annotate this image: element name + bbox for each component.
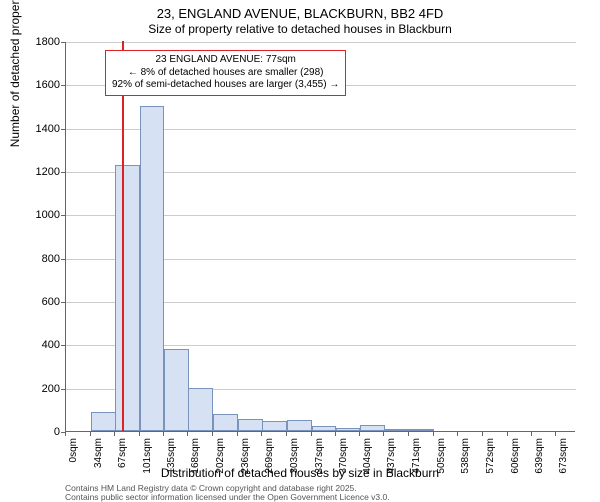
y-tick-mark [61,259,65,260]
y-tick-label: 1600 [10,79,60,91]
x-tick-mark [90,432,91,436]
y-tick-label: 600 [10,296,60,308]
histogram-bar [140,106,165,431]
x-tick-mark [311,432,312,436]
histogram-bar [384,429,409,431]
y-tick-label: 200 [10,383,60,395]
x-tick-mark [482,432,483,436]
chart-title-sub: Size of property relative to detached ho… [0,22,600,36]
chart-title-main: 23, ENGLAND AVENUE, BLACKBURN, BB2 4FD [0,6,600,21]
x-tick-mark [114,432,115,436]
y-tick-mark [61,42,65,43]
x-tick-mark [261,432,262,436]
y-tick-mark [61,302,65,303]
chart-container: 23, ENGLAND AVENUE, BLACKBURN, BB2 4FD S… [0,0,600,500]
histogram-bar [262,421,287,431]
histogram-bar [312,426,337,431]
x-tick-mark [212,432,213,436]
x-tick-mark [65,432,66,436]
x-tick-mark [531,432,532,436]
y-tick-mark [61,389,65,390]
x-tick-mark [335,432,336,436]
x-tick-mark [383,432,384,436]
y-tick-label: 800 [10,253,60,265]
y-tick-label: 1800 [10,36,60,48]
annotation-line-2: ← 8% of detached houses are smaller (298… [112,67,339,80]
histogram-bar [164,349,189,431]
x-tick-mark [237,432,238,436]
annotation-line-1: 23 ENGLAND AVENUE: 77sqm [112,54,339,67]
x-tick-mark [408,432,409,436]
gridline [66,42,576,43]
y-tick-label: 0 [10,426,60,438]
property-marker-line [122,41,124,431]
x-tick-mark [433,432,434,436]
y-tick-label: 1000 [10,209,60,221]
x-tick-mark [163,432,164,436]
y-tick-mark [61,85,65,86]
x-tick-mark [555,432,556,436]
histogram-bar [188,388,213,431]
annotation-box: 23 ENGLAND AVENUE: 77sqm ← 8% of detache… [105,50,346,96]
y-tick-mark [61,172,65,173]
y-tick-mark [61,129,65,130]
histogram-bar [213,414,238,431]
x-tick-mark [507,432,508,436]
x-axis-label: Distribution of detached houses by size … [0,466,600,480]
x-tick-mark [187,432,188,436]
annotation-line-3: 92% of semi-detached houses are larger (… [112,79,339,92]
plot-area [65,42,575,432]
x-tick-mark [286,432,287,436]
footer-line-2: Contains public sector information licen… [65,492,390,502]
y-tick-label: 400 [10,339,60,351]
x-tick-mark [457,432,458,436]
x-tick-mark [359,432,360,436]
x-tick-mark [139,432,140,436]
histogram-bar [91,412,116,432]
histogram-bar [409,429,434,431]
footer-attribution: Contains HM Land Registry data © Crown c… [65,484,575,501]
y-tick-mark [61,345,65,346]
y-tick-label: 1400 [10,123,60,135]
histogram-bar [238,419,263,431]
histogram-bar [115,165,140,432]
histogram-bar [336,428,361,431]
y-tick-label: 1200 [10,166,60,178]
histogram-bar [360,425,385,432]
histogram-bar [287,420,312,431]
y-tick-mark [61,215,65,216]
